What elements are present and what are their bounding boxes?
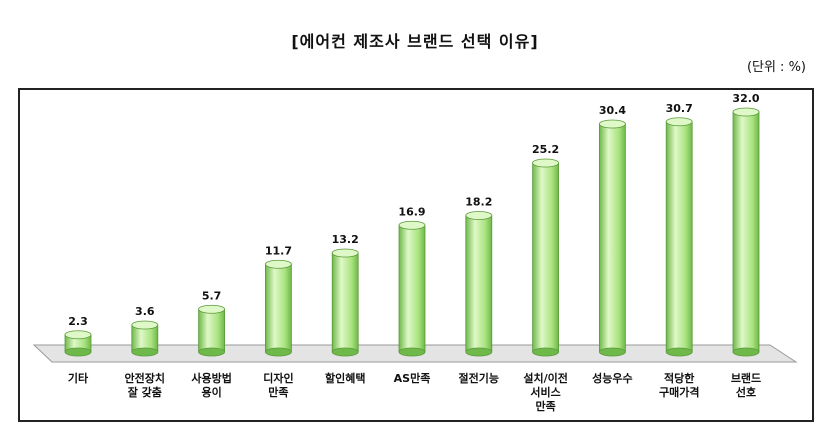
unit-label: (단위 : %) [746,60,806,75]
bar-base [198,347,226,357]
bar-top [732,107,760,117]
bar-base [131,347,159,357]
bar [131,324,159,353]
x-tick-label: 성능우수 [592,371,632,385]
bar-top [331,248,359,258]
data-label: 3.6 [135,305,155,318]
data-label: 13.2 [332,233,359,246]
x-tick-label: 안전장치 [125,371,165,385]
x-tick-label: 적당한 [664,371,694,385]
bar-base [532,347,559,357]
bar [599,123,626,353]
x-tick-label: 선호 [736,385,756,399]
bar [732,111,760,353]
data-label: 16.9 [398,205,425,218]
x-tick-label: 사용방법 [191,371,231,385]
x-tick-label: 할인혜택 [325,371,365,385]
x-tick-label: 설치/이전 [523,371,568,385]
data-label: 18.2 [465,196,492,209]
x-tick-label: 기타 [68,371,89,385]
data-label: 25.2 [532,143,559,156]
bar [398,224,426,353]
x-tick-label: AS만족 [394,371,431,385]
bar-top [465,211,493,220]
data-label: 2.3 [68,315,88,328]
bar [264,263,292,353]
bar-base [732,347,760,357]
bar-top [64,330,92,340]
bar-base [398,347,426,357]
bar-top [532,158,559,168]
chart-title: [에어컨 제조사 브랜드 선택 이유] [291,32,539,51]
bar-top [599,119,626,129]
data-label: 30.4 [599,104,626,117]
bar-top [131,320,159,330]
bar-base [465,347,493,357]
bar-base [599,347,626,357]
bar-top [665,117,693,127]
bar-base [64,347,92,357]
bar [532,162,559,353]
x-tick-label: 브랜드 [731,371,761,385]
data-label: 30.7 [666,102,693,115]
x-tick-label: 서비스 [530,385,560,399]
data-label: 32.0 [732,92,759,105]
bar-top [198,304,226,314]
chart-frame [18,88,814,422]
x-tick-label: 절전기능 [459,371,499,385]
bar-top [398,220,426,230]
bar-base [665,347,693,357]
bar-base [264,347,292,357]
x-tick-label: 잘 갖춤 [128,385,162,399]
x-tick-label: 구매가격 [659,385,699,399]
x-tick-label: 디자인 [263,371,293,385]
x-tick-label: 만족 [535,399,555,413]
x-tick-label: 만족 [268,385,288,399]
data-label: 5.7 [202,289,222,302]
bar [198,308,226,353]
bar [331,252,359,353]
bar [465,215,493,353]
bar-base [331,347,359,357]
x-tick-label: 용이 [201,385,221,399]
bar [665,121,693,353]
bar-top [264,259,292,269]
data-label: 11.7 [265,244,292,257]
